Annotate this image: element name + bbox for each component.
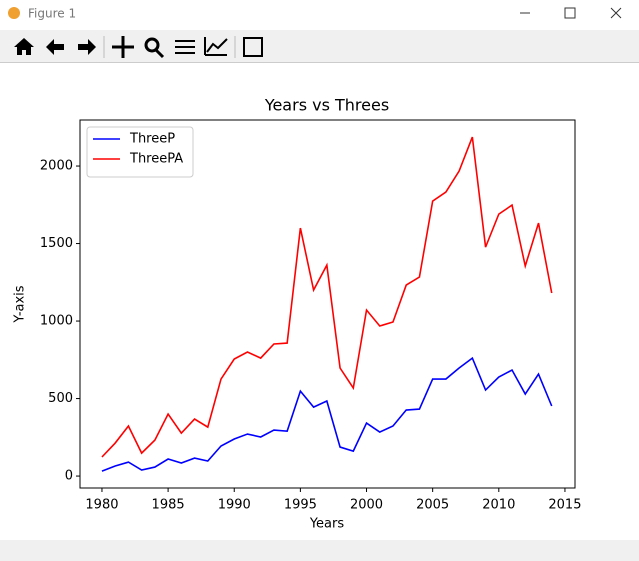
y-tick-label: 1500 xyxy=(40,236,73,251)
maximize-button[interactable] xyxy=(564,7,576,19)
y-axis-label: Y-axis xyxy=(13,285,28,323)
toolbar xyxy=(0,30,639,63)
edit-button[interactable] xyxy=(204,37,228,56)
data-line xyxy=(101,136,553,458)
y-tick-label: 500 xyxy=(48,391,73,406)
app-icon xyxy=(8,7,20,19)
x-tick-label: 2010 xyxy=(482,498,515,513)
x-tick-label: 1980 xyxy=(85,498,118,513)
x-tick-label: 2000 xyxy=(350,498,383,513)
close-button[interactable] xyxy=(610,7,622,19)
x-tick-label: 1990 xyxy=(218,498,251,513)
plot-frame xyxy=(79,119,576,489)
x-tick-label: 1995 xyxy=(284,498,317,513)
data-line xyxy=(101,356,553,472)
x-axis-label: Years xyxy=(309,517,345,532)
y-tick-label: 1000 xyxy=(40,314,73,329)
chart-title: Years vs Threes xyxy=(264,96,389,115)
plot: 1980 1985 1990 1995 2000 2005 2010 2015 0 500 1000… xyxy=(40,119,581,513)
y-tick-label: 2000 xyxy=(40,159,73,174)
legend-label: ThreePA xyxy=(129,152,183,167)
x-tick-label: 2005 xyxy=(416,498,449,513)
back-button[interactable] xyxy=(46,39,64,55)
window-title: Figure 1 xyxy=(28,7,76,21)
title-bar xyxy=(0,0,639,30)
status-bar xyxy=(0,540,639,561)
home-button[interactable] xyxy=(14,38,34,55)
x-tick-label: 2015 xyxy=(548,498,581,513)
zoom-handle xyxy=(154,48,165,59)
forward-button[interactable] xyxy=(78,39,96,55)
configure-button[interactable] xyxy=(175,40,195,54)
zoom-button[interactable] xyxy=(144,37,160,53)
x-tick-label: 1985 xyxy=(152,498,185,513)
y-tick-label: 0 xyxy=(65,469,73,484)
legend-label: ThreeP xyxy=(129,132,175,147)
save-button[interactable] xyxy=(243,37,263,57)
pan-button[interactable] xyxy=(112,36,134,58)
toolbar-icons xyxy=(14,36,263,59)
